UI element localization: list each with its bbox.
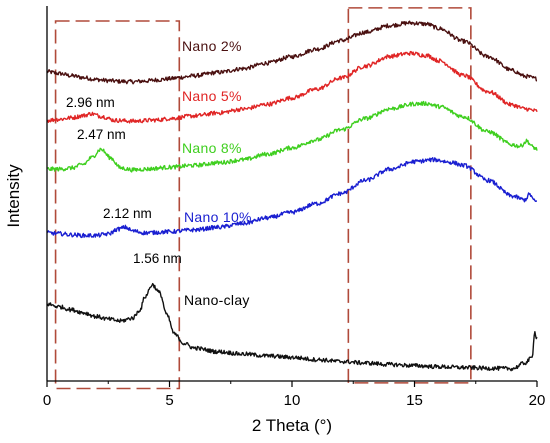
peak-annotation-3: 2.12 nm: [103, 206, 152, 221]
x-axis-title: 2 Theta (°): [252, 416, 332, 435]
x-tick-label: 10: [284, 392, 301, 409]
series-label-3: Nano 8%: [182, 140, 242, 156]
series-line-3: [46, 100, 538, 173]
series-label-1: Nano 2%: [182, 38, 242, 54]
series-line-5: [46, 282, 538, 372]
y-axis-title: Intensity: [4, 164, 23, 228]
x-tick-label: 20: [529, 392, 546, 409]
axes: 0 5 10 15 20 2 Theta (°) Intensity: [4, 6, 545, 435]
series-line-4: [46, 157, 538, 239]
x-tick-label: 15: [406, 392, 423, 409]
x-tick-label: 0: [43, 392, 51, 409]
peak-annotation-1: 2.96 nm: [66, 95, 115, 110]
series-label-4: Nano 10%: [184, 209, 252, 225]
labels: Nano 2% Nano 5% Nano 8% Nano 10% Nano-clay 2.…: [66, 38, 252, 308]
series-lines: [46, 20, 538, 372]
highlight-box-1: [54, 20, 181, 390]
highlight-box-2: [347, 7, 472, 384]
series-label-2: Nano 5%: [182, 88, 242, 104]
peak-annotation-4: 1.56 nm: [133, 251, 182, 266]
series-label-5: Nano-clay: [184, 292, 250, 308]
series-line-2: [46, 50, 538, 124]
highlight-boxes: [54, 7, 472, 390]
series-line-1: [46, 20, 538, 85]
x-tick-label: 5: [165, 392, 173, 409]
peak-annotation-2: 2.47 nm: [77, 127, 126, 142]
